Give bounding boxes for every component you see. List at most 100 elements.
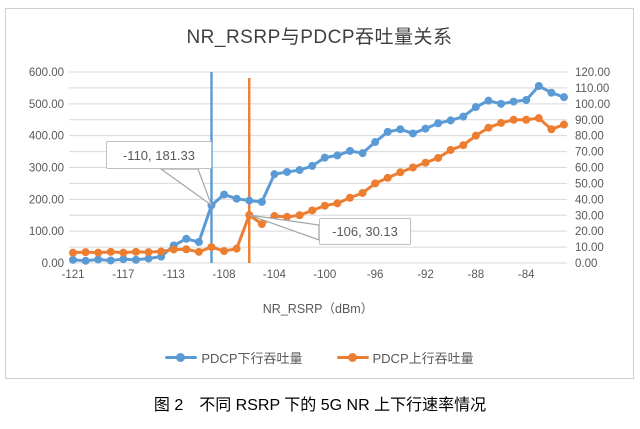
right-axis-tick-label: 70.00 <box>575 147 604 159</box>
series-marker <box>459 112 468 121</box>
series-marker <box>534 114 543 123</box>
series-marker <box>408 163 417 172</box>
series-marker <box>396 168 405 177</box>
series-marker <box>358 149 367 158</box>
legend-item-uplink: PDCP上行吞吐量 <box>336 348 474 367</box>
series-marker <box>308 161 317 170</box>
series-marker <box>283 212 292 221</box>
right-axis-tick-label: 120.00 <box>575 67 610 79</box>
series-marker <box>358 188 367 197</box>
series-marker <box>295 211 304 220</box>
legend: PDCP下行吞吐量 PDCP上行吞吐量 <box>6 348 633 367</box>
series-marker <box>295 166 304 175</box>
series-marker <box>522 96 531 105</box>
series-marker <box>345 193 354 202</box>
series-marker <box>245 196 254 205</box>
uplink-line-marker-icon <box>336 353 369 362</box>
series-marker <box>69 248 77 257</box>
x-axis-tick-label: -117 <box>112 269 134 281</box>
series-marker <box>283 167 292 176</box>
figure-caption: 图 2 不同 RSRP 下的 5G NR 上下行速率情况 <box>153 397 487 414</box>
series-marker <box>207 243 216 252</box>
right-axis-tick-label: 100.00 <box>575 99 610 111</box>
series-marker <box>471 131 480 140</box>
series-marker <box>434 119 443 128</box>
series-marker <box>320 153 329 162</box>
series-marker <box>421 124 430 133</box>
series-marker <box>220 247 229 256</box>
chart-title: NR_RSRP与PDCP吞吐量关系 <box>186 27 453 48</box>
series-marker <box>547 125 556 134</box>
annotation-uplink-text: -106, 30.13 <box>332 224 398 239</box>
series-marker <box>371 179 380 188</box>
x-axis-title: NR_RSRP（dBm） <box>263 302 373 316</box>
legend-label-downlink: PDCP下行吞吐量 <box>201 351 303 366</box>
left-axis-tick-label: 0.00 <box>42 258 64 270</box>
x-axis-tick-label: -92 <box>417 269 434 281</box>
series-marker <box>383 127 392 136</box>
series-marker <box>509 115 518 124</box>
series-marker <box>396 125 405 134</box>
x-axis-tick-label: -96 <box>367 269 384 281</box>
series-marker <box>522 115 531 124</box>
series-marker <box>106 256 115 265</box>
series-marker <box>106 247 115 256</box>
series-marker <box>320 201 329 210</box>
series-marker <box>333 199 342 208</box>
annotation-uplink-callout: -106, 30.13 <box>319 218 411 245</box>
right-axis-tick-label: 60.00 <box>575 163 604 175</box>
series-marker <box>182 245 191 254</box>
series-marker <box>169 245 178 254</box>
x-axis-tick-label: -104 <box>263 269 287 281</box>
series-marker <box>547 88 556 97</box>
series-marker <box>459 141 468 150</box>
series-marker <box>446 145 455 154</box>
series-marker <box>144 248 153 257</box>
series-marker <box>194 247 203 256</box>
x-axis-tick-label: -84 <box>518 269 535 281</box>
series-marker <box>560 93 568 102</box>
downlink-line-marker-icon <box>165 353 198 362</box>
right-axis-tick-label: 80.00 <box>575 131 604 143</box>
series-marker <box>345 146 354 155</box>
right-axis-tick-label: 30.00 <box>575 210 604 222</box>
series-marker <box>497 118 506 127</box>
series-marker <box>81 256 90 265</box>
chart-plot: 0.00 100.00 200.00 300.00 400.00 500.00 600.00… <box>29 67 610 316</box>
series-marker <box>119 255 128 264</box>
series-marker <box>182 234 191 243</box>
series-marker <box>119 248 128 257</box>
series-marker <box>383 173 392 182</box>
right-axis-tick-label: 40.00 <box>575 194 604 206</box>
right-axis-tick-label: 0.00 <box>575 258 597 270</box>
series-marker <box>232 244 241 253</box>
series-marker <box>497 99 506 108</box>
left-axis-tick-label: 200.00 <box>29 194 64 206</box>
left-axis-tick-label: 600.00 <box>29 67 64 79</box>
right-axis-tick-label: 20.00 <box>575 226 604 238</box>
legend-label-uplink: PDCP上行吞吐量 <box>372 351 474 366</box>
right-axis-tick-label: 50.00 <box>575 178 604 190</box>
series-marker <box>333 151 342 160</box>
series-marker <box>408 129 417 138</box>
series-marker <box>81 248 90 257</box>
left-axis-tick-label: 100.00 <box>29 226 64 238</box>
series-marker <box>94 255 103 264</box>
series-marker <box>69 255 77 264</box>
series-marker <box>484 123 493 132</box>
series-marker <box>308 206 317 215</box>
series-marker <box>232 194 241 203</box>
left-axis-tick-label: 400.00 <box>29 131 64 143</box>
series-marker <box>220 190 229 199</box>
left-axis-tick-label: 500.00 <box>29 99 64 111</box>
series-marker <box>257 197 266 206</box>
annotation-downlink-text: -110, 181.33 <box>122 147 196 163</box>
right-axis-tick-label: 10.00 <box>575 242 604 254</box>
series-line <box>71 116 566 255</box>
x-axis-tick-label: -121 <box>61 269 84 281</box>
x-axis-tick-label: -100 <box>313 269 336 281</box>
x-axis-tick-label: -88 <box>468 269 485 281</box>
series-line <box>71 84 566 263</box>
legend-item-downlink: PDCP下行吞吐量 <box>165 348 303 367</box>
